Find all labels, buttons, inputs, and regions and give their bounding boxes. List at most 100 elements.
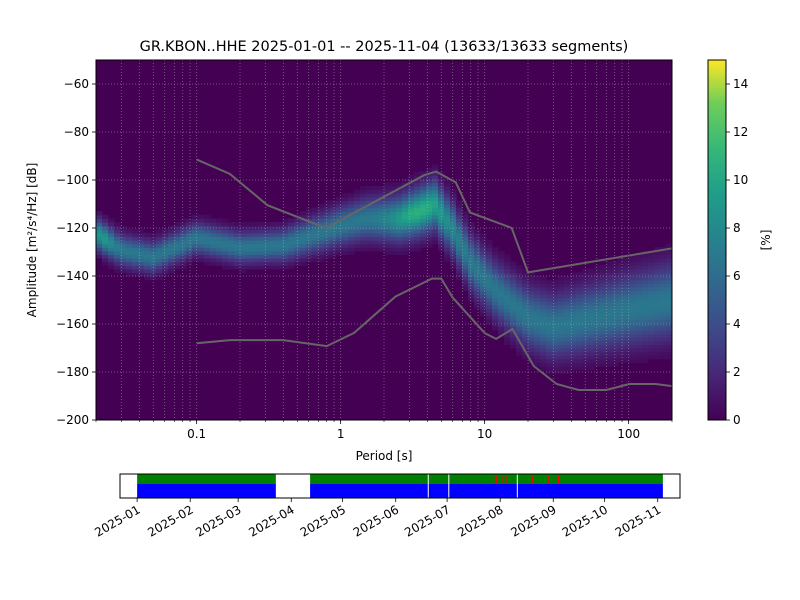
heatmap-cell	[210, 218, 217, 223]
heatmap-cell	[648, 340, 655, 345]
heatmap-cell	[558, 286, 565, 291]
heatmap-cell	[666, 344, 672, 349]
heatmap-cell	[624, 315, 631, 320]
heatmap-cell	[378, 243, 385, 248]
heatmap-cell	[228, 232, 235, 237]
heatmap-cell	[444, 200, 451, 205]
heatmap-cell	[468, 297, 475, 302]
heatmap-cell	[396, 204, 403, 209]
heatmap-cell	[540, 340, 547, 345]
heatmap-cell	[558, 290, 565, 295]
heatmap-cell	[570, 319, 577, 324]
heatmap-cell	[222, 218, 229, 223]
heatmap-cell	[312, 258, 319, 263]
heatmap-cell	[612, 326, 619, 331]
heatmap-cell	[600, 348, 607, 353]
heatmap-cell	[162, 254, 169, 259]
heatmap-cell	[534, 276, 541, 281]
heatmap-cell	[444, 232, 451, 237]
heatmap-cell	[522, 276, 529, 281]
heatmap-cell	[318, 247, 325, 252]
heatmap-cell	[474, 261, 481, 266]
heatmap-cell	[252, 265, 259, 270]
heatmap-cell	[330, 204, 337, 209]
heatmap-cell	[216, 236, 223, 241]
heatmap-cell	[354, 196, 361, 201]
heatmap-cell	[588, 366, 595, 371]
heatmap-cell	[378, 247, 385, 252]
heatmap-cell	[660, 283, 667, 288]
heatmap-cell	[228, 258, 235, 263]
heatmap-cell	[354, 222, 361, 227]
heatmap-cell	[528, 294, 535, 299]
heatmap-cell	[312, 211, 319, 216]
heatmap-cell	[624, 348, 631, 353]
heatmap-cell	[282, 261, 289, 266]
heatmap-cell	[126, 268, 133, 273]
heatmap-cell	[210, 254, 217, 259]
heatmap-cell	[618, 286, 625, 291]
heatmap-cell	[354, 247, 361, 252]
heatmap-cell	[228, 261, 235, 266]
heatmap-cell	[318, 250, 325, 255]
heatmap-cell	[588, 340, 595, 345]
heatmap-cell	[180, 265, 187, 270]
heatmap-cell	[528, 340, 535, 345]
heatmap-cell	[570, 294, 577, 299]
heatmap-cell	[540, 290, 547, 295]
heatmap-cell	[654, 322, 661, 327]
heatmap-cell	[600, 286, 607, 291]
heatmap-cell	[234, 243, 241, 248]
heatmap-cell	[492, 268, 499, 273]
heatmap-cell	[168, 268, 175, 273]
heatmap-cell	[606, 358, 613, 363]
heatmap-cell	[522, 279, 529, 284]
heatmap-cell	[474, 240, 481, 245]
heatmap-cell	[612, 301, 619, 306]
heatmap-cell	[510, 272, 517, 277]
heatmap-cell	[486, 265, 493, 270]
heatmap-cell	[636, 333, 643, 338]
heatmap-cell	[654, 312, 661, 317]
heatmap-cell	[468, 294, 475, 299]
heatmap-cell	[378, 204, 385, 209]
heatmap-cell	[522, 294, 529, 299]
colorbar-tick-label: 4	[733, 317, 741, 331]
heatmap-cell	[432, 175, 439, 180]
heatmap-cell	[396, 196, 403, 201]
heatmap-cell	[612, 276, 619, 281]
heatmap-cell	[552, 297, 559, 302]
colorbar	[707, 59, 727, 421]
heatmap-cell	[666, 337, 672, 342]
heatmap-cell	[120, 261, 127, 266]
heatmap-cell	[360, 204, 367, 209]
heatmap-cell	[456, 218, 463, 223]
heatmap-cell	[642, 333, 649, 338]
heatmap-cell	[246, 247, 253, 252]
heatmap-cell	[534, 344, 541, 349]
heatmap-cell	[600, 304, 607, 309]
heatmap-cell	[444, 258, 451, 263]
heatmap-cell	[204, 236, 211, 241]
heatmap-cell	[108, 232, 115, 237]
heatmap-cell	[588, 294, 595, 299]
heatmap-cell	[576, 348, 583, 353]
heatmap-cell	[630, 301, 637, 306]
heatmap-cell	[420, 222, 427, 227]
heatmap-cell	[198, 243, 205, 248]
heatmap-cell	[636, 261, 643, 266]
heatmap-cell	[108, 254, 115, 259]
heatmap-cell	[558, 312, 565, 317]
heatmap-cell	[624, 290, 631, 295]
heatmap-cell	[378, 214, 385, 219]
y-tick-label: −160	[56, 317, 89, 331]
heatmap-cell	[414, 222, 421, 227]
heatmap-cell	[384, 214, 391, 219]
heatmap-cell	[174, 265, 181, 270]
heatmap-cell	[312, 250, 319, 255]
heatmap-cell	[102, 229, 109, 234]
heatmap-cell	[576, 337, 583, 342]
heatmap-cell	[348, 214, 355, 219]
heatmap-cell	[630, 258, 637, 263]
heatmap-cell	[240, 268, 247, 273]
